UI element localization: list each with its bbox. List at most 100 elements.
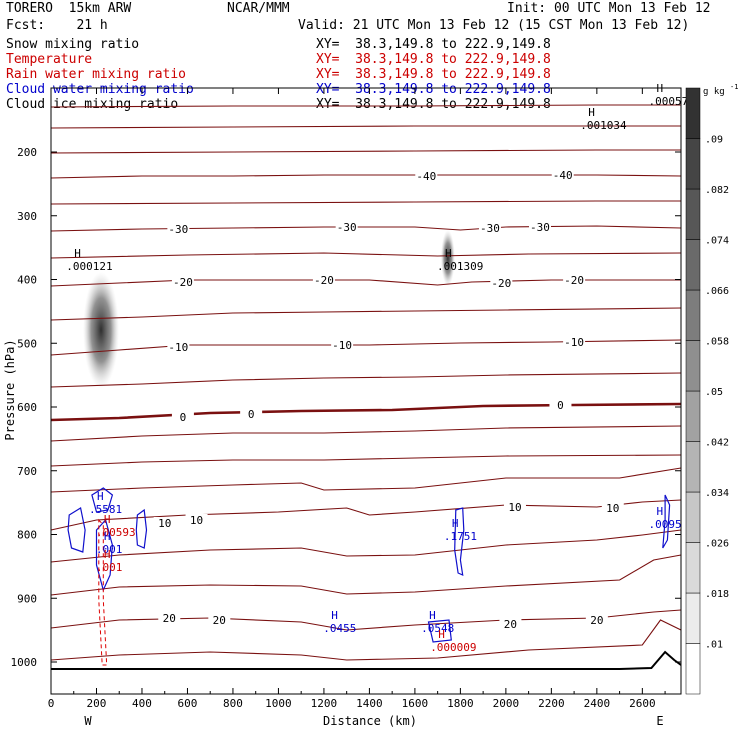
cloud-water-contour (427, 619, 452, 643)
isotherm-label: -10 (332, 339, 352, 352)
model-label: TORERO 15km ARW (6, 1, 132, 16)
isotherm--20 (50, 279, 681, 287)
isotherm-label: -30 (337, 221, 357, 234)
colorbar-segment (685, 643, 701, 695)
isotherm-label: 20 (213, 614, 226, 627)
colorbar-label: .01 (705, 640, 723, 651)
isotherm-label-bg (563, 336, 586, 348)
isotherm--10 (50, 339, 682, 356)
max-value-label: .001034 (580, 119, 627, 132)
isotherm-label: 10 (190, 514, 203, 527)
y-tick-label: 1000 (11, 656, 38, 669)
x-axis-label: Distance (km) (323, 714, 417, 728)
isotherm-label: -30 (480, 222, 500, 235)
isotherm-line (50, 454, 682, 467)
isotherm-label: -10 (564, 336, 584, 349)
isotherm-label-bg (490, 277, 513, 289)
x-tick-label: 1200 (311, 697, 338, 710)
field-xy-temperature: XY= 38.3,149.8 to 222.9,149.8 (316, 52, 551, 67)
max-value-label: .000575 (649, 95, 695, 108)
max-value-label: .0548 (421, 622, 454, 635)
isotherm-label: 20 (590, 614, 603, 627)
isotherm-label-bg (185, 514, 208, 526)
x-tick-label: 200 (87, 697, 107, 710)
max-marker: H (331, 609, 338, 622)
colorbar-segment (685, 340, 701, 392)
isotherm-label-bg (312, 274, 335, 286)
isotherm-label-bg (158, 612, 181, 624)
colorbar-label: .018 (705, 589, 729, 600)
valid-label: Valid: 21 UTC Mon 13 Feb 12 (15 CST Mon … (298, 18, 690, 33)
isotherm-label-bg (503, 501, 526, 513)
colorbar-segment (685, 542, 701, 594)
max-value-label: .001309 (437, 260, 483, 273)
max-marker: H (429, 609, 436, 622)
isotherm-label-bg (549, 399, 572, 411)
cloud-water-contour (662, 494, 671, 549)
max-marker: H (445, 247, 452, 260)
y-tick-label: 300 (17, 210, 37, 223)
cloud-water-contour (95, 518, 114, 592)
field-name-rain: Rain water mixing ratio (6, 67, 187, 82)
isotherm--30 (50, 225, 682, 232)
y-tick-label: 900 (17, 592, 37, 605)
isotherm-label: -20 (564, 274, 584, 287)
colorbar-label: .066 (705, 286, 729, 297)
max-marker: H (74, 247, 81, 260)
fcst-label: Fcst: 21 h (6, 18, 108, 33)
isotherm-label: 0 (248, 408, 255, 421)
colorbar-segment (685, 592, 701, 644)
isotherm-label: 10 (158, 517, 171, 530)
y-tick-label: 400 (17, 274, 37, 287)
colorbar-label: .09 (705, 135, 723, 146)
x-tick-label: 1400 (356, 697, 383, 710)
colorbar-segment (685, 390, 701, 442)
field-name-snow: Snow mixing ratio (6, 37, 140, 52)
isotherm-line (50, 619, 682, 661)
snow-mixing-blob (440, 230, 455, 286)
colorbar-segment (685, 441, 701, 493)
colorbar-label: .026 (705, 539, 729, 550)
isotherm-label: -10 (168, 341, 188, 354)
isotherm-0 (50, 402, 682, 422)
isotherm-line (50, 307, 682, 321)
field-xy-cloud-water: XY= 38.3,149.8 to 222.9,149.8 (316, 82, 551, 97)
y-tick-label: 800 (17, 529, 37, 542)
max-value-label: .00593 (96, 526, 136, 539)
colorbar-segment (685, 138, 701, 190)
colorbar-segment (685, 188, 701, 240)
field-xy-cloud-ice: XY= 38.3,149.8 to 222.9,149.8 (316, 97, 551, 112)
colorbar-unit: g kg (703, 87, 725, 97)
isotherm-line (50, 467, 682, 493)
terrain-line (51, 650, 682, 670)
isotherm-label: -20 (173, 276, 193, 289)
isotherm-label: 20 (504, 618, 517, 631)
y-tick-label: 700 (17, 465, 37, 478)
isotherm-label-bg (335, 221, 358, 233)
colorbar-label: .05 (705, 387, 723, 398)
max-marker: H (452, 517, 459, 530)
isotherm-label-bg (415, 170, 438, 182)
isotherm-label-bg (585, 614, 608, 626)
isotherm-label: -20 (491, 277, 511, 290)
field-xy-rain: XY= 38.3,149.8 to 222.9,149.8 (316, 67, 551, 82)
isotherm-label-bg (499, 618, 522, 630)
y-axis-label: Pressure (hPa) (3, 339, 17, 440)
org-label: NCAR/MMM (227, 1, 290, 16)
isotherm-line (50, 554, 682, 596)
x-tick-label: 1000 (265, 697, 292, 710)
colorbar-segment (685, 87, 701, 139)
isotherm-label: 0 (180, 411, 187, 424)
isotherm-label: 20 (163, 612, 176, 625)
colorbar-label: .074 (705, 236, 729, 247)
isotherm-line (50, 200, 681, 205)
isotherm-label-bg (208, 614, 231, 626)
colorbar-label: .034 (705, 488, 729, 499)
max-marker: H (104, 548, 111, 561)
max-marker: H (657, 505, 664, 518)
max-marker: H (588, 106, 595, 119)
x-tick-label: 0 (48, 697, 55, 710)
field-name-cloud-ice: Cloud ice mixing ratio (6, 97, 179, 112)
cloud-water-contour (91, 487, 114, 513)
